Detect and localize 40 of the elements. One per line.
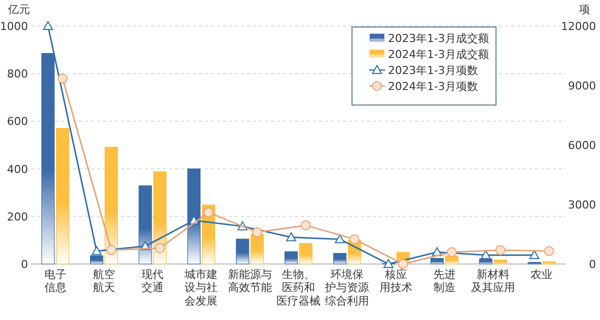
y2-tick-label: 6000 — [568, 139, 596, 152]
y2-tick-label: 3000 — [568, 198, 596, 212]
bar — [299, 242, 312, 264]
x-tick-label: 生物、医药和医疗器械 — [276, 268, 320, 308]
bar — [494, 260, 507, 264]
y2-tick-label: 9000 — [568, 80, 596, 92]
y-tick-label: 400 — [7, 162, 28, 176]
bar — [153, 171, 167, 264]
x-tick-label: 城市建设与社会发展 — [184, 268, 218, 308]
legend-label: 2024年1-3月项数 — [388, 80, 478, 93]
x-tick-label: 农业 — [530, 268, 553, 281]
x-tick-label: 航空航天 — [92, 268, 115, 294]
bar — [104, 146, 118, 264]
x-tick-label: 先进制造 — [433, 268, 456, 294]
y-tick-label: 200 — [7, 210, 28, 224]
x-tick-label: 新材料及其应用 — [471, 268, 516, 294]
y-axis-title: 亿元 — [7, 3, 30, 16]
x-tick-label: 环境保护与资源综合利用 — [324, 268, 370, 308]
bar — [236, 238, 250, 264]
y-tick-label: 1000 — [0, 20, 28, 33]
x-tick-label: 核应用技术 — [379, 268, 412, 294]
y2-tick-label: 12000 — [561, 20, 596, 33]
y-tick-label: 0 — [21, 258, 28, 271]
x-tick-label: 电子信息 — [44, 268, 66, 294]
bar — [284, 251, 298, 264]
y-tick-label: 600 — [7, 115, 28, 128]
bar — [430, 258, 444, 264]
legend-label: 2023年1-3月成交额 — [388, 32, 489, 45]
y2-axis-title: 项 — [579, 3, 590, 16]
legend-label: 2024年1-3月成交额 — [388, 48, 489, 61]
legend-label: 2023年1-3月项数 — [388, 64, 478, 77]
y-tick-label: 800 — [7, 68, 28, 81]
x-tick-label: 现代交通 — [142, 268, 164, 294]
bar — [542, 261, 556, 264]
bar — [250, 234, 264, 264]
bar — [333, 252, 346, 264]
x-tick-label: 新能源与高效节能 — [228, 268, 272, 294]
bar — [445, 256, 458, 264]
y2-tick-label: 0 — [589, 258, 596, 271]
bar — [56, 128, 70, 264]
